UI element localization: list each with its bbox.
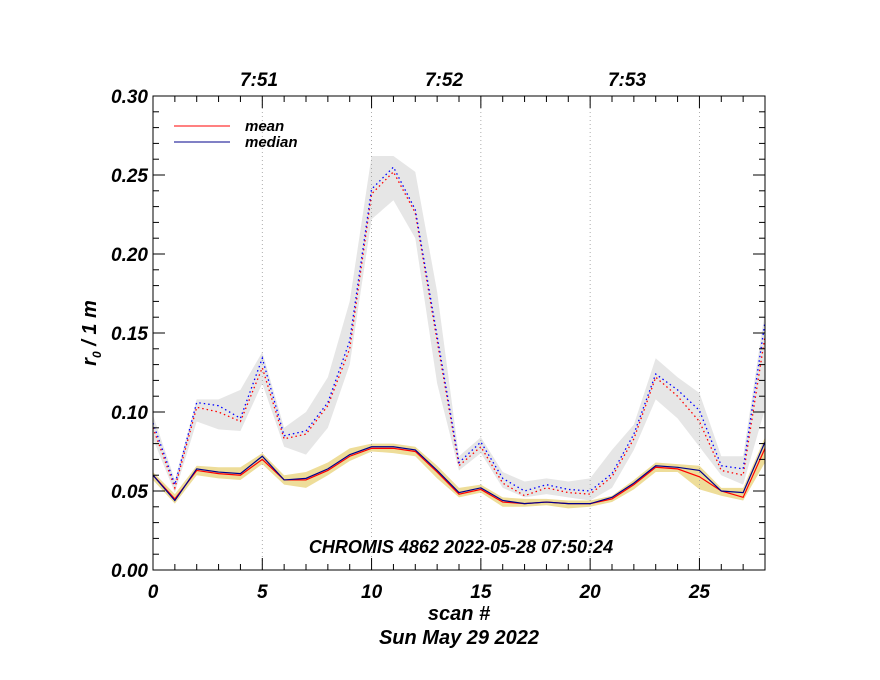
plot-frame [152,95,766,571]
axis-ticks [152,95,766,571]
y-axis-title-subscript: 0 [90,351,104,358]
series-line-1 [152,441,766,505]
y-tick-labels: 0.00 0.05 0.10 0.15 0.20 0.25 0.30 [111,87,148,582]
y-tick-label-0.00: 0.00 [111,561,148,582]
x-tick-labels: 0 5 10 15 20 25 [148,582,711,603]
top-time-label-2: 7:53 [608,70,646,91]
x-tick-label-25: 25 [688,582,711,603]
x-tick-label-0: 0 [148,582,159,603]
x-tick-label-20: 20 [579,582,602,603]
grid-lines [261,96,700,570]
y-tick-label-0.25: 0.25 [111,166,148,187]
x-axis-title: scan # [428,603,491,625]
tan-band [153,437,765,509]
confidence-bands [153,156,765,509]
chart-annotation: CHROMIS 4862 2022-05-28 07:50:24 [309,537,613,557]
legend-mean-label: mean [245,118,284,135]
y-axis-title-main: r [79,357,101,366]
y-tick-label-0.05: 0.05 [111,482,148,503]
series-line-3 [152,166,766,492]
y-axis-title-suffix: / 1 m [79,300,101,351]
top-time-labels: 7:51 7:52 7:53 [240,70,646,91]
legend: mean median [174,118,298,151]
y-axis-title: r0 / 1 m [79,300,104,366]
x-tick-label-15: 15 [470,582,492,603]
x-tick-label-10: 10 [361,582,383,603]
y-tick-label-0.10: 0.10 [111,403,148,424]
x-axis-date-label: Sun May 29 2022 [379,627,539,649]
top-time-label-0: 7:51 [240,70,278,91]
y-tick-label-0.20: 0.20 [111,245,148,266]
series-line-0 [152,447,766,505]
gray-band [153,156,765,501]
y-tick-label-0.15: 0.15 [111,324,148,345]
top-time-label-1: 7:52 [425,70,463,91]
y-tick-label-0.30: 0.30 [111,87,148,108]
series-line-2 [152,170,766,497]
series-lines [152,166,766,505]
legend-median-label: median [245,134,298,151]
x-tick-label-5: 5 [257,582,268,603]
